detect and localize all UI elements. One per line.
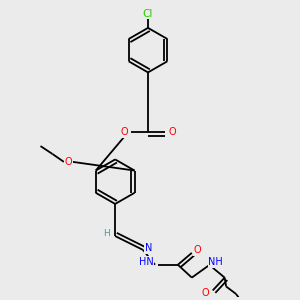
- Text: O: O: [64, 157, 72, 167]
- Text: N: N: [145, 243, 152, 254]
- Text: O: O: [121, 127, 128, 137]
- Text: Cl: Cl: [143, 9, 153, 19]
- Text: O: O: [194, 245, 202, 255]
- Text: O: O: [169, 127, 176, 137]
- Text: H: H: [103, 229, 110, 238]
- Text: NH: NH: [208, 257, 223, 267]
- Text: O: O: [201, 288, 209, 298]
- Text: HN: HN: [139, 257, 153, 267]
